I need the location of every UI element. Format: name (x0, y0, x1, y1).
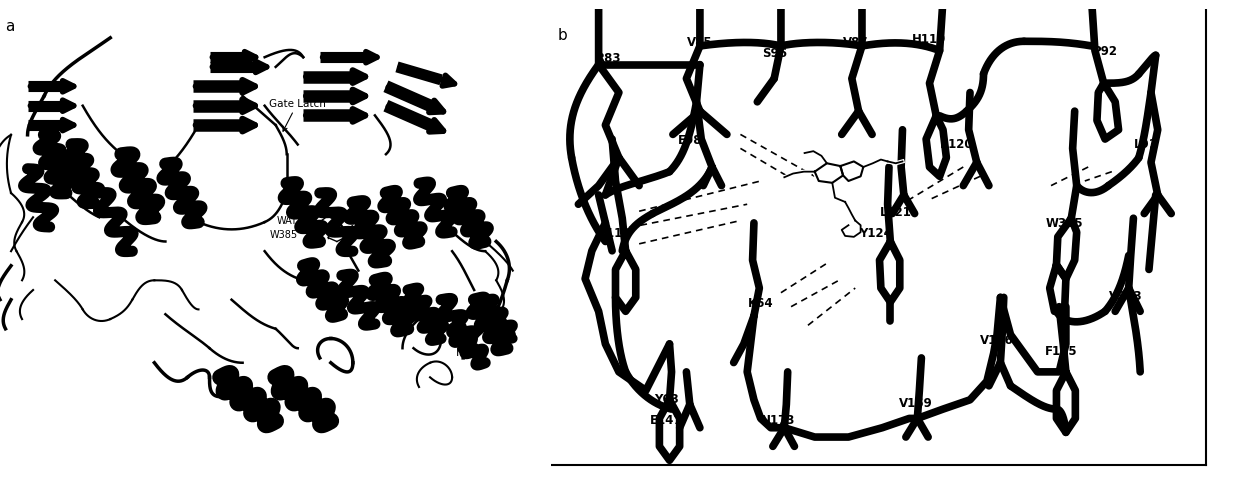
Text: W385: W385 (1046, 217, 1083, 230)
Text: N173: N173 (761, 413, 794, 426)
Text: V85: V85 (688, 36, 712, 49)
Text: V169: V169 (900, 396, 933, 409)
Text: N: N (456, 348, 465, 358)
Text: Y63: Y63 (654, 393, 679, 406)
Text: S96: S96 (762, 47, 787, 60)
Text: R83: R83 (596, 52, 622, 65)
Text: F165: F165 (1044, 345, 1078, 358)
Text: E98: E98 (678, 133, 703, 146)
Text: E147: E147 (650, 413, 683, 426)
Text: L121: L121 (880, 205, 912, 218)
Text: b: b (558, 28, 567, 43)
Text: V87: V87 (843, 36, 869, 49)
Text: L91: L91 (1134, 138, 1157, 151)
Text: Y124: Y124 (859, 226, 892, 239)
Text: a: a (5, 19, 15, 34)
Text: V166: V166 (980, 333, 1014, 346)
Text: V393: V393 (1109, 289, 1142, 302)
Text: W385: W385 (270, 229, 313, 239)
Text: F112: F112 (600, 226, 632, 239)
Text: P92: P92 (1093, 45, 1118, 58)
Text: H119: H119 (912, 33, 947, 46)
Text: AM1: AM1 (337, 228, 377, 238)
Text: R120: R120 (939, 138, 974, 151)
Text: K64: K64 (748, 296, 773, 309)
Text: Gate Latch: Gate Latch (269, 99, 326, 132)
Text: WAT: WAT (276, 216, 317, 226)
